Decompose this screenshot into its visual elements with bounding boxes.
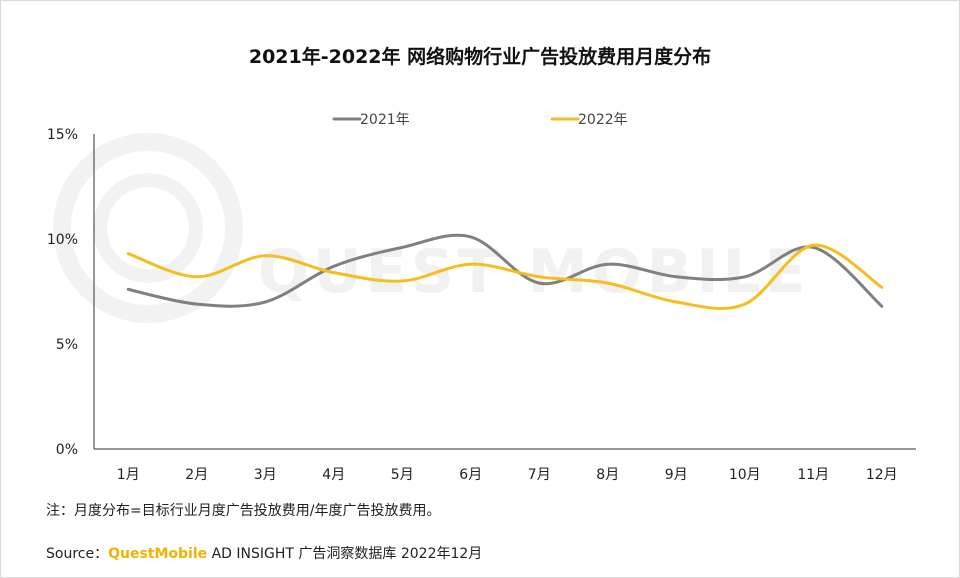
source-line: Source：QuestMobile AD INSIGHT 广告洞察数据库 20… [46,543,482,563]
x-tick-label: 6月 [459,467,482,483]
source-text: AD INSIGHT 广告洞察数据库 2022年12月 [207,546,483,562]
x-tick-label: 1月 [117,467,140,483]
series-line-2 [126,243,884,311]
axes: 0% 5% 10% 15% 1月 2月 3月 4月 5月 6月 7月 8月 9月 10月 11月 12月 [47,127,916,483]
x-tick-label: 2月 [185,467,208,483]
x-tick-label: 4月 [322,467,345,483]
watermark-logo: QUEST MOBILE [53,133,810,323]
x-tick-label: 11月 [797,467,829,483]
y-tick-label: 15% [47,127,78,143]
source-label: Source： [46,546,109,562]
watermark-text: QUEST MOBILE [258,237,810,307]
y-tick-label: 10% [47,232,78,248]
footnote: 注：月度分布=目标行业月度广告投放费用/年度广告投放费用。 [46,503,441,519]
legend: 2021年 2022年 [332,112,628,128]
series-layer [126,233,884,311]
x-tick-label: 8月 [596,467,619,483]
x-tick-label: 7月 [528,467,551,483]
x-tick-label: 9月 [665,467,688,483]
y-tick-label: 0% [56,442,78,458]
y-tick-label: 5% [56,337,78,353]
watermark-circle-inner [93,173,203,283]
legend-label: 2021年 [360,112,410,128]
chart-title: 2021年-2022年 网络购物行业广告投放费用月度分布 [248,46,712,68]
x-tick-label: 5月 [391,467,414,483]
x-tick-label: 12月 [866,467,898,483]
x-tick-label: 10月 [729,467,761,483]
legend-label: 2022年 [578,112,628,128]
source-brand: QuestMobile [108,546,208,562]
x-tick-label: 3月 [254,467,277,483]
series-line-1 [126,233,884,308]
watermark-circle-outer [53,133,243,323]
